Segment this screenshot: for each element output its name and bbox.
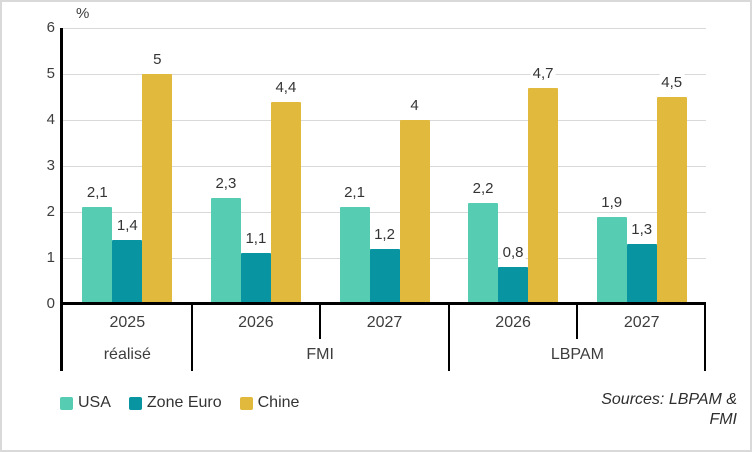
gridline bbox=[63, 74, 706, 75]
category-year-separator bbox=[576, 304, 579, 339]
category-year-label: 2027 bbox=[623, 314, 660, 331]
gridline bbox=[63, 120, 706, 121]
bar-usa-2025 bbox=[82, 207, 113, 304]
bar-zone-euro-2026 bbox=[498, 267, 529, 304]
category-group-separator bbox=[190, 304, 193, 371]
bar-value-label: 4,4 bbox=[273, 78, 299, 96]
y-tick-label: 4 bbox=[46, 111, 55, 128]
bar-usa-2027 bbox=[596, 216, 627, 304]
bar-value-label: 4 bbox=[408, 97, 421, 114]
bar-value-label: 4,7 bbox=[530, 64, 556, 82]
legend-label: Chine bbox=[257, 394, 300, 411]
bar-value-label: 2,1 bbox=[342, 184, 367, 202]
legend-label: Zone Euro bbox=[146, 394, 222, 411]
category-group-label: LBPAM bbox=[550, 346, 604, 363]
y-axis-line bbox=[60, 28, 63, 371]
bar-zone-euro-2025 bbox=[112, 239, 143, 304]
bar-usa-2026 bbox=[468, 202, 499, 304]
bar-zone-euro-2027 bbox=[369, 248, 400, 304]
category-group-label: FMI bbox=[306, 346, 334, 363]
gridline bbox=[63, 212, 706, 213]
category-year-label: 2027 bbox=[366, 314, 403, 331]
y-axis-unit-label: % bbox=[76, 5, 90, 22]
y-tick-label: 1 bbox=[46, 249, 55, 266]
bar-value-label: 1,4 bbox=[114, 216, 140, 234]
source-line-1: Sources: LBPAM & bbox=[601, 391, 737, 408]
y-tick-label: 5 bbox=[46, 65, 55, 82]
y-tick-label: 0 bbox=[46, 295, 55, 312]
category-year-label: 2026 bbox=[238, 314, 274, 331]
source-line-2: FMI bbox=[709, 411, 737, 428]
bar-value-label: 2,2 bbox=[470, 179, 496, 197]
y-tick-label: 6 bbox=[46, 19, 55, 36]
bar-chine-2027 bbox=[399, 120, 430, 304]
legend-item-chine: Chine bbox=[239, 394, 300, 412]
x-axis-baseline bbox=[60, 302, 706, 305]
legend-label: USA bbox=[78, 394, 111, 411]
bar-chine-2025 bbox=[142, 74, 173, 304]
gridline bbox=[63, 28, 706, 29]
category-year-label: 2025 bbox=[109, 314, 146, 331]
bar-chine-2026 bbox=[528, 87, 559, 304]
bar-value-label: 2,1 bbox=[84, 184, 110, 202]
legend-swatch-icon bbox=[128, 396, 142, 410]
source-note: Sources: LBPAM & FMI bbox=[601, 390, 737, 430]
bar-usa-2027 bbox=[339, 207, 370, 304]
legend-swatch-icon bbox=[60, 396, 73, 410]
bar-zone-euro-2027 bbox=[626, 244, 657, 304]
bar-chine-2026 bbox=[270, 101, 301, 304]
legend-item-zone-euro: Zone Euro bbox=[128, 394, 222, 412]
y-tick-label: 3 bbox=[46, 157, 55, 174]
bar-zone-euro-2026 bbox=[240, 253, 271, 304]
bar-value-label: 0,8 bbox=[500, 244, 526, 262]
bar-chine-2027 bbox=[656, 97, 687, 304]
gridline bbox=[63, 166, 706, 167]
category-group-label: réalisé bbox=[103, 346, 151, 363]
bar-value-label: 1,3 bbox=[629, 221, 655, 239]
bar-value-label: 5 bbox=[151, 51, 164, 68]
bar-value-label: 1,9 bbox=[599, 193, 625, 211]
legend: USA Zone Euro Chine bbox=[60, 394, 299, 412]
legend-item-usa: USA bbox=[60, 394, 111, 412]
legend-swatch-icon bbox=[239, 396, 253, 410]
bar-value-label: 2,3 bbox=[213, 175, 239, 193]
category-year-separator bbox=[319, 304, 322, 339]
category-group-separator bbox=[447, 304, 450, 371]
bar-value-label: 1,1 bbox=[243, 230, 269, 248]
category-year-label: 2026 bbox=[495, 314, 531, 331]
bar-value-label: 4,5 bbox=[659, 74, 685, 91]
bar-value-label: 1,2 bbox=[372, 225, 397, 243]
y-tick-label: 2 bbox=[46, 203, 55, 220]
bar-usa-2026 bbox=[210, 198, 241, 304]
category-axis-right-border bbox=[704, 304, 706, 371]
